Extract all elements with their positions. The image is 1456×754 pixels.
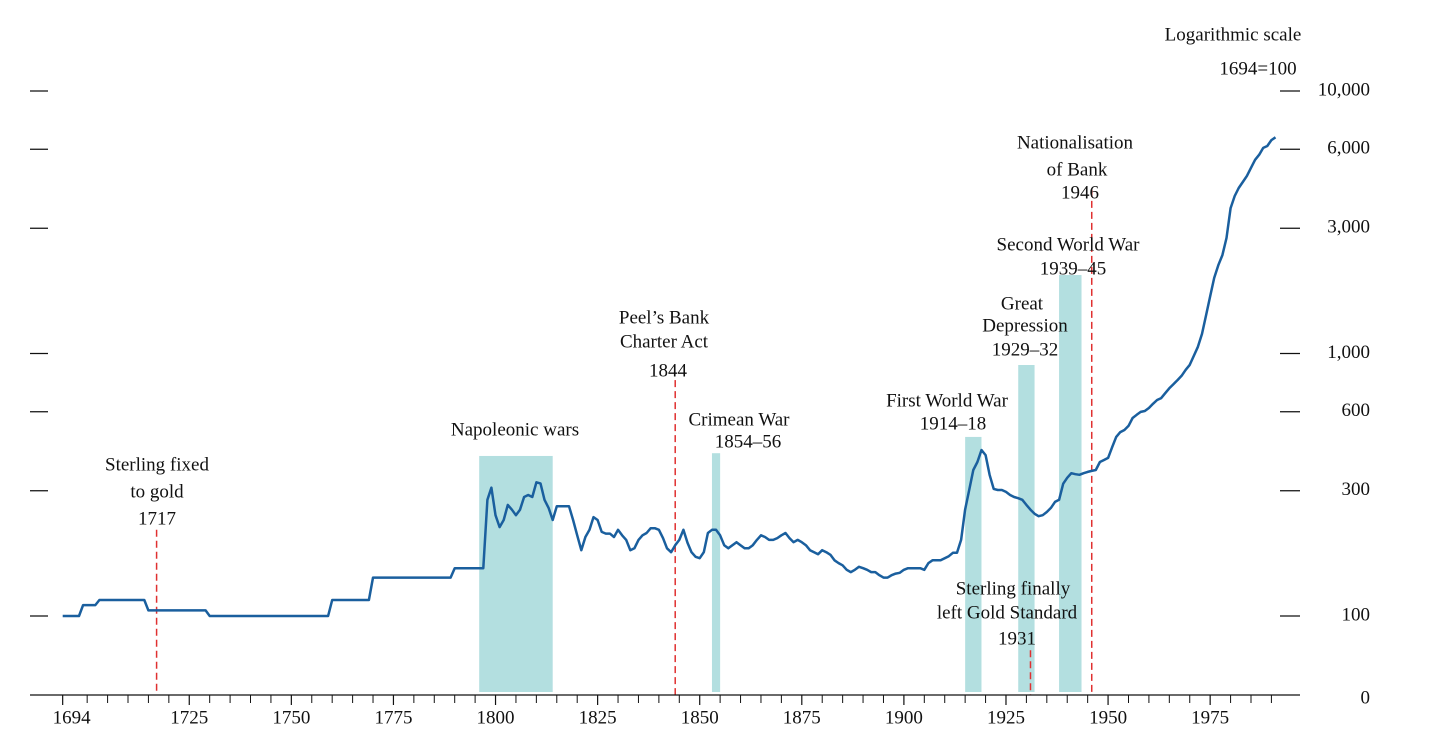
base-note: 1694=100: [1219, 58, 1296, 79]
x-tick-label: 1900: [885, 707, 923, 728]
price-line: [62, 136, 1277, 618]
annotation: Great: [1001, 293, 1044, 314]
annotation: Second World War: [997, 234, 1141, 255]
scale-note: Logarithmic scale: [1165, 24, 1302, 45]
annotation: 1844: [649, 360, 688, 381]
annotation: Sterling fixed: [105, 454, 209, 475]
y-tick-label: 1,000: [1327, 342, 1370, 363]
annotation: 1929–32: [992, 339, 1059, 360]
annotation: to gold: [130, 481, 184, 502]
annotation: Nationalisation: [1017, 132, 1134, 153]
x-tick-label: 1975: [1191, 707, 1229, 728]
x-tick-label: 1775: [374, 707, 412, 728]
annotation: 1854–56: [715, 431, 782, 452]
y-tick-label: 6,000: [1327, 138, 1370, 159]
annotation: Crimean War: [688, 409, 790, 430]
annotation: Peel’s Bank: [619, 307, 710, 328]
annotation: 1939–45: [1040, 258, 1107, 279]
y-tick-label: 3,000: [1327, 217, 1370, 238]
annotation: 1914–18: [920, 413, 987, 434]
annotation: left Gold Standard: [937, 602, 1078, 623]
annotation: Sterling finally: [956, 578, 1071, 599]
x-tick-label: 1925: [987, 707, 1025, 728]
x-tick-label: 1875: [783, 707, 821, 728]
y-tick-label: 100: [1342, 604, 1371, 625]
annotation: 1946: [1061, 182, 1099, 203]
period-shade: [965, 436, 982, 692]
annotation: First World War: [886, 390, 1009, 411]
y-tick-label: 600: [1342, 400, 1371, 421]
annotation: 1931: [998, 628, 1036, 649]
x-tick-label: 1800: [477, 707, 515, 728]
x-tick-label: 1950: [1089, 707, 1127, 728]
y-tick-label: 10,000: [1318, 79, 1370, 100]
annotation: Depression: [982, 315, 1068, 336]
period-shade: [711, 453, 721, 692]
y-tick-label: 0: [1361, 687, 1371, 708]
x-tick-label: 1825: [579, 707, 617, 728]
x-tick-label: 1725: [170, 707, 208, 728]
y-tick-label: 300: [1342, 479, 1371, 500]
annotation: Charter Act: [620, 331, 709, 352]
period-shade: [1018, 364, 1035, 692]
annotation: Napoleonic wars: [451, 419, 579, 440]
x-tick-label: 1750: [272, 707, 310, 728]
x-tick-label: 1694: [53, 707, 92, 728]
x-tick-label: 1850: [681, 707, 719, 728]
annotation: 1717: [138, 508, 176, 529]
annotation: of Bank: [1047, 159, 1108, 180]
period-shade: [1059, 275, 1082, 692]
